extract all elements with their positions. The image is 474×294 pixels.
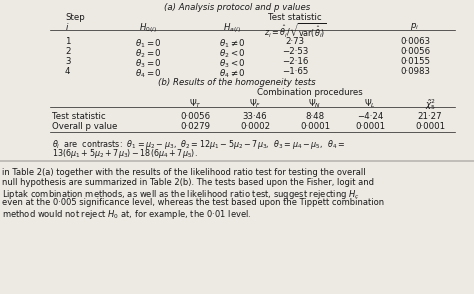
Text: 0·0056: 0·0056 (180, 112, 210, 121)
Text: 2: 2 (65, 47, 71, 56)
Text: $i$: $i$ (65, 21, 69, 32)
Text: $\theta_4=0$: $\theta_4=0$ (135, 67, 162, 79)
Text: 0·0001: 0·0001 (300, 122, 330, 131)
Text: (b) Results of the homogeneity tests: (b) Results of the homogeneity tests (158, 78, 316, 87)
Text: $\Psi_F$: $\Psi_F$ (249, 97, 261, 109)
Text: $\Psi_L$: $\Psi_L$ (364, 97, 376, 109)
Text: 0·0279: 0·0279 (180, 122, 210, 131)
Text: 3: 3 (65, 57, 71, 66)
Text: $\theta_i$  are  contrasts:  $\theta_1=\mu_2-\mu_3$,  $\theta_2=12\mu_1-5\mu_2-7: $\theta_i$ are contrasts: $\theta_1=\mu_… (52, 138, 346, 151)
Text: $p_i$: $p_i$ (410, 21, 419, 32)
Text: $\theta_4\neq 0$: $\theta_4\neq 0$ (219, 67, 246, 79)
Text: 0·0983: 0·0983 (400, 67, 430, 76)
Text: even at the 0·005 significance level, whereas the test based upon the Tippett co: even at the 0·005 significance level, wh… (2, 198, 384, 207)
Text: 0·0056: 0·0056 (400, 47, 430, 56)
Text: −1·65: −1·65 (282, 67, 308, 76)
Text: 0·0155: 0·0155 (400, 57, 430, 66)
Text: Test statistic: Test statistic (268, 13, 322, 22)
Text: 1: 1 (65, 37, 71, 46)
Text: null hypothesis are summarized in Table 2(b). The tests based upon the Fisher, l: null hypothesis are summarized in Table … (2, 178, 374, 187)
Text: −4·24: −4·24 (357, 112, 383, 121)
Text: Liptak combination methods, as well as the likelihood ratio test, suggest reject: Liptak combination methods, as well as t… (2, 188, 360, 201)
Text: $\Psi_T$: $\Psi_T$ (189, 97, 201, 109)
Text: 4: 4 (65, 67, 71, 76)
Text: $H_{a(i)}$: $H_{a(i)}$ (223, 21, 241, 35)
Text: (a) Analysis protocol and p values: (a) Analysis protocol and p values (164, 3, 310, 12)
Text: 2·73: 2·73 (285, 37, 305, 46)
Text: $H_{0(i)}$: $H_{0(i)}$ (139, 21, 157, 35)
Text: $\tilde{\chi}^2_5$: $\tilde{\chi}^2_5$ (425, 97, 436, 112)
Text: 0·0001: 0·0001 (355, 122, 385, 131)
Text: in Table 2(a) together with the results of the likelihood ratio test for testing: in Table 2(a) together with the results … (2, 168, 365, 177)
Text: $\theta_1=0$: $\theta_1=0$ (135, 37, 162, 49)
Text: $\theta_3=0$: $\theta_3=0$ (135, 57, 162, 69)
Text: 0·0001: 0·0001 (415, 122, 445, 131)
Text: Step: Step (65, 13, 85, 22)
Text: $\theta_1\neq 0$: $\theta_1\neq 0$ (219, 37, 246, 49)
Text: method would not reject $H_0$ at, for example, the 0·01 level.: method would not reject $H_0$ at, for ex… (2, 208, 251, 221)
Text: 8·48: 8·48 (305, 112, 325, 121)
Text: −2·53: −2·53 (282, 47, 308, 56)
Text: Combination procedures: Combination procedures (257, 88, 363, 97)
Text: 0·0002: 0·0002 (240, 122, 270, 131)
Text: $\theta_2<0$: $\theta_2<0$ (219, 47, 246, 59)
Text: $\Psi_N$: $\Psi_N$ (309, 97, 321, 109)
Text: −2·16: −2·16 (282, 57, 308, 66)
Text: 0·0063: 0·0063 (400, 37, 430, 46)
Text: $z_i = \hat{\theta}_i/\sqrt{\mathrm{var}(\hat{\theta}_i)}$: $z_i = \hat{\theta}_i/\sqrt{\mathrm{var}… (264, 21, 327, 39)
Text: Test statistic: Test statistic (52, 112, 106, 121)
Text: 21·27: 21·27 (418, 112, 442, 121)
Text: $13(6\mu_1+5\mu_2+7\mu_3)-18(6\mu_4+7\mu_5).$: $13(6\mu_1+5\mu_2+7\mu_3)-18(6\mu_4+7\mu… (52, 147, 198, 160)
Text: 33·46: 33·46 (243, 112, 267, 121)
Text: Overall p value: Overall p value (52, 122, 118, 131)
Text: $\theta_3<0$: $\theta_3<0$ (219, 57, 246, 69)
Text: $\theta_2=0$: $\theta_2=0$ (135, 47, 162, 59)
